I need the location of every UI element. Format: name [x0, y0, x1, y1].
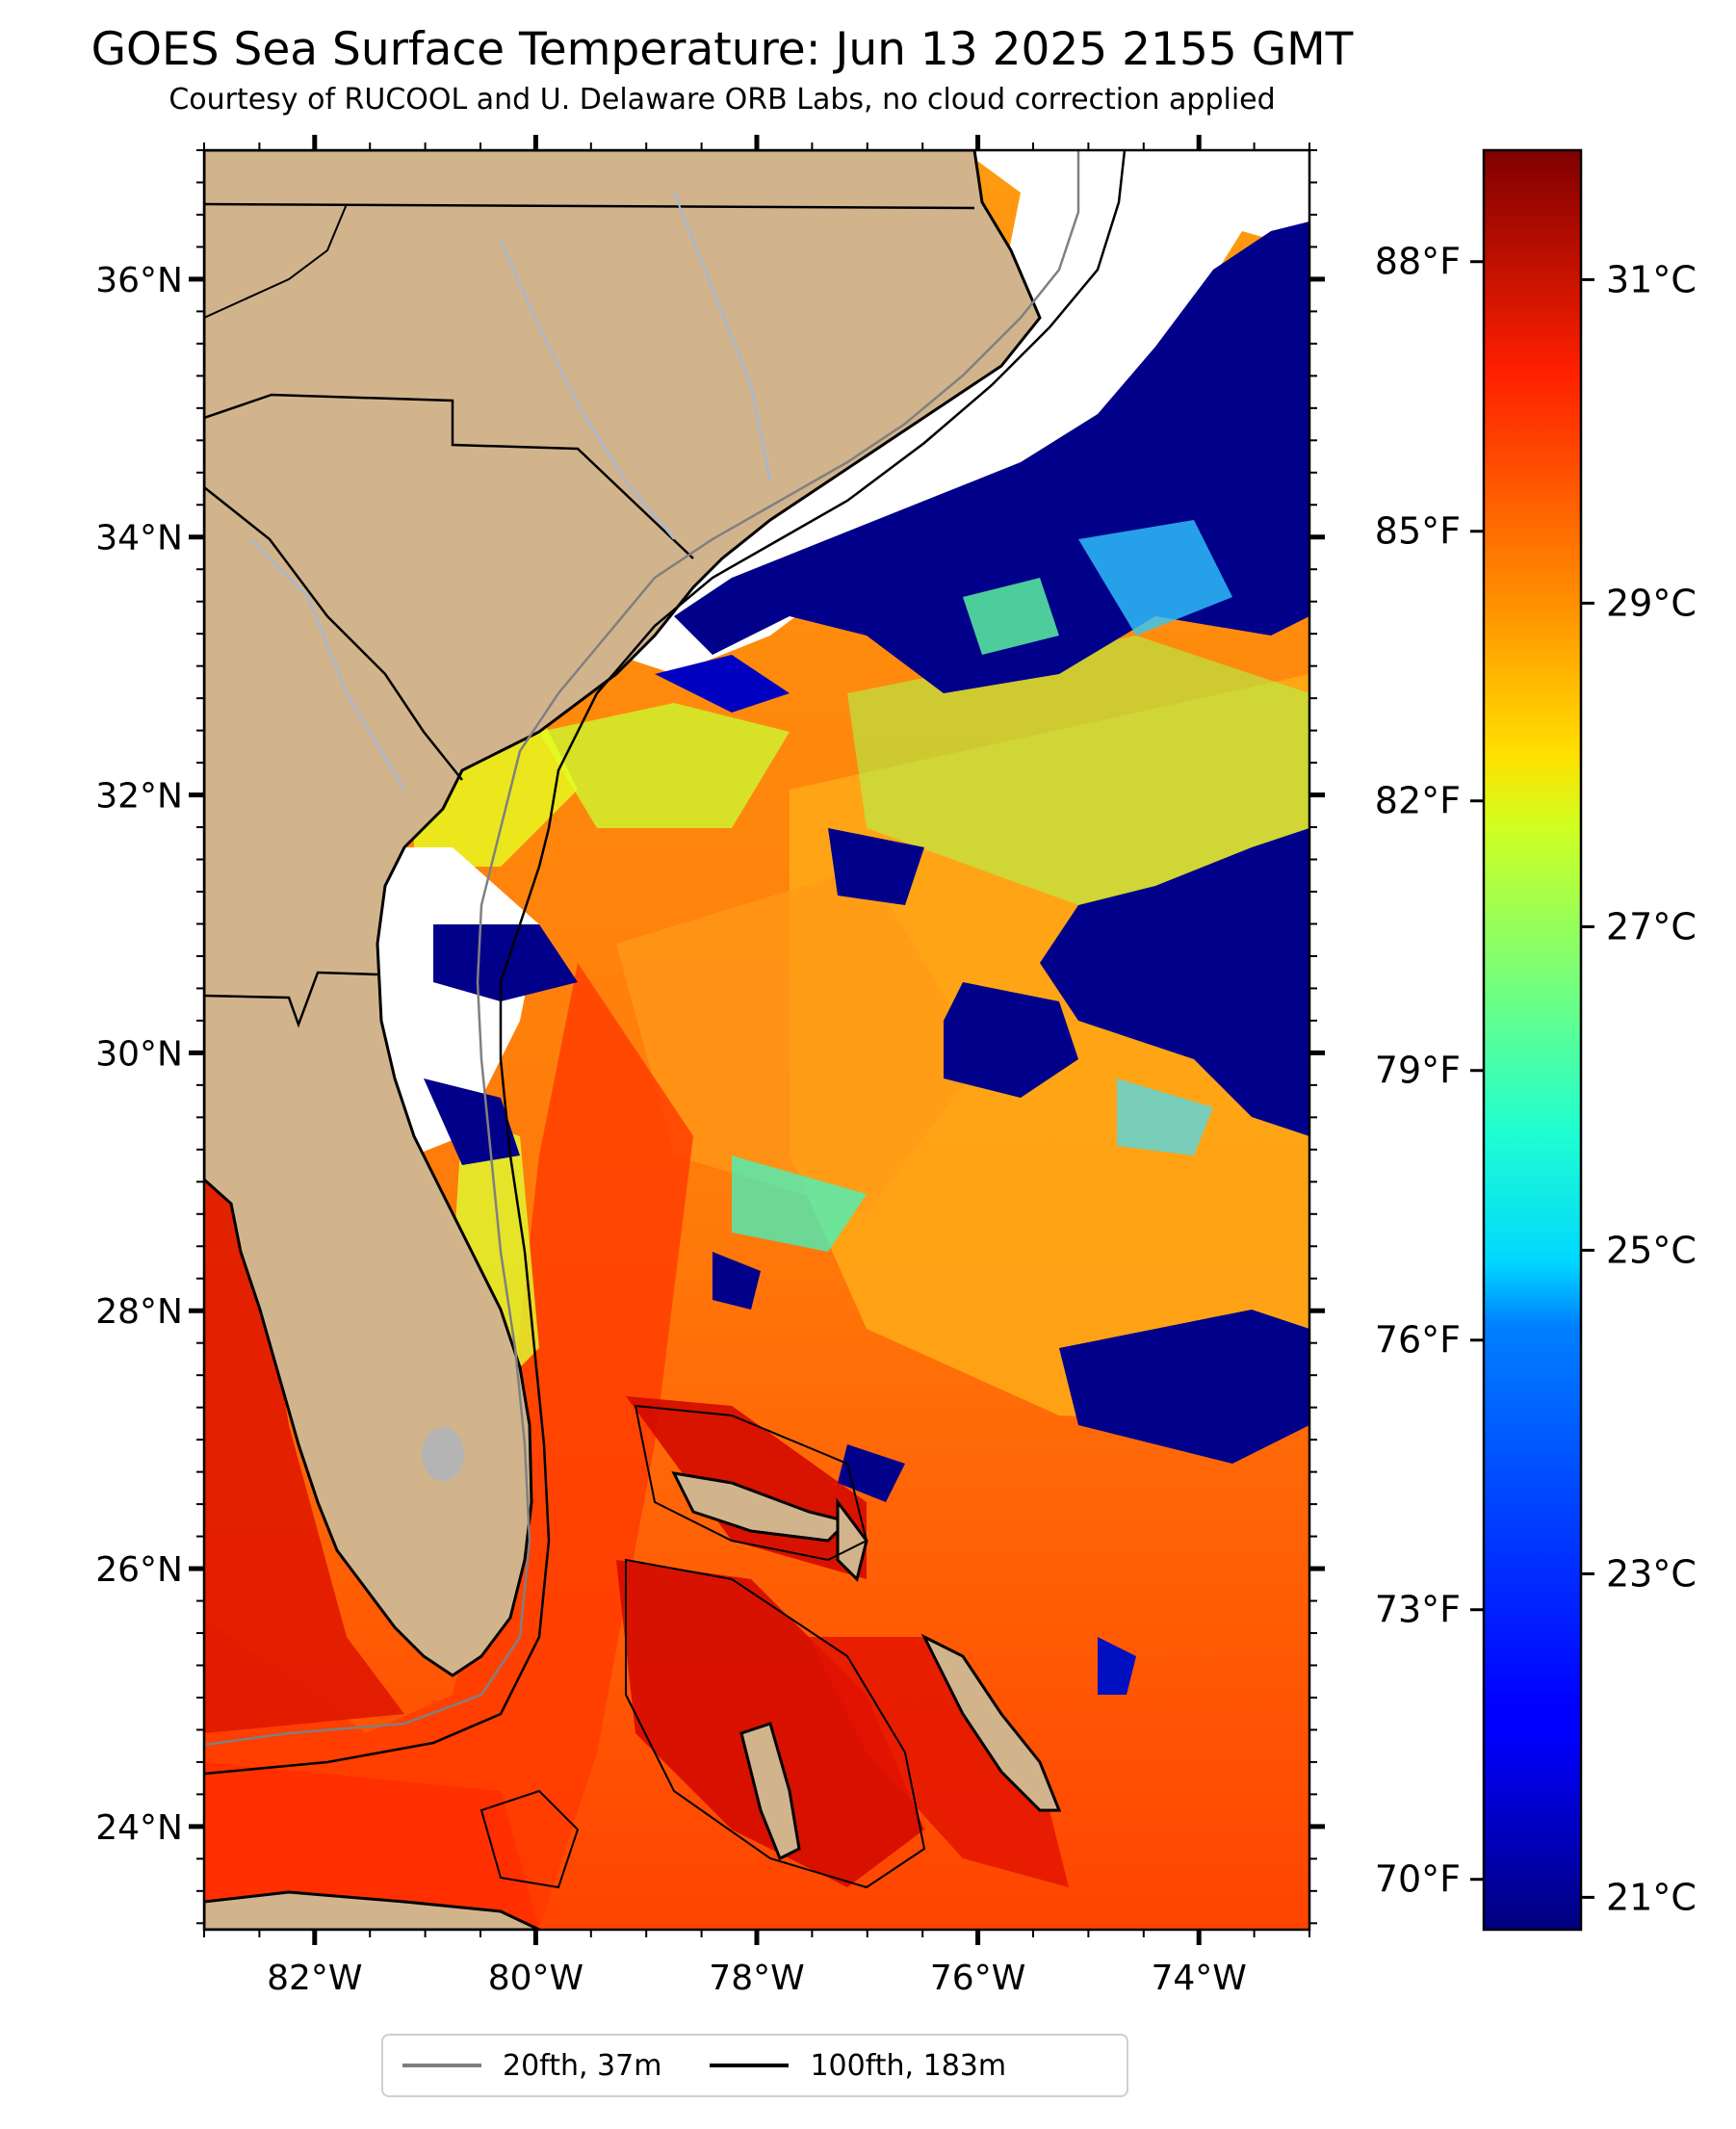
isobath-100fth — [479, 1789, 580, 1889]
legend-label-20fth: 20fth, 37m — [503, 2048, 662, 2083]
map-panel[interactable] — [204, 150, 1309, 1930]
lon-tick-label: 76°W — [930, 1959, 1025, 1998]
sst-cool-patch — [1078, 520, 1232, 636]
latitude-axis: 36°N 34°N 32°N 30°N 28°N 26°N 24°N — [95, 149, 1325, 1925]
land-eleuthera — [920, 1633, 1062, 1812]
colorbar-fahrenheit-label: 88°F — [1375, 241, 1461, 283]
state-border — [204, 393, 694, 559]
colorbar-fahrenheit-label: 79°F — [1375, 1050, 1461, 1092]
cold-cloud-region — [713, 1252, 761, 1310]
lon-tick-label: 80°W — [488, 1959, 583, 1998]
colorbar-fahrenheit-label: 82°F — [1375, 780, 1461, 822]
sst-transition-band — [539, 703, 790, 828]
river — [500, 240, 675, 540]
no-data-cloud-region — [616, 150, 1309, 674]
lat-tick-label: 30°N — [95, 1034, 183, 1074]
gulf-stream-warm-core — [204, 963, 693, 1930]
cold-cloud-region — [424, 1078, 520, 1165]
legend-line-100fth — [710, 2064, 790, 2067]
isobath-20fth — [204, 150, 1080, 1747]
land-abaco — [836, 1497, 868, 1582]
colorbar-fahrenheit-label: 73°F — [1375, 1589, 1461, 1631]
cold-cloud-region — [433, 924, 578, 1001]
map-subtitle: Courtesy of RUCOOL and U. Delaware ORB L… — [168, 83, 1276, 117]
map-title: GOES Sea Surface Temperature: Jun 13 202… — [91, 23, 1354, 76]
lake-okeechobee — [422, 1427, 464, 1481]
land-southeast-us — [204, 150, 1042, 1677]
colorbar-celsius-label: 21°C — [1606, 1876, 1697, 1918]
isobath-100fth — [634, 1404, 868, 1562]
sst-cool-patch — [732, 1155, 867, 1252]
cold-cloud-region — [838, 1444, 905, 1502]
florida-keys-hot — [204, 1762, 539, 1930]
state-border — [204, 486, 463, 781]
legend-item-20fth: 20fth, 37m — [402, 2049, 661, 2083]
lat-tick-label: 26°N — [95, 1550, 183, 1590]
colorbar-celsius-label: 29°C — [1606, 582, 1697, 624]
cold-cloud-region — [1040, 828, 1309, 1136]
isobath-100fth — [625, 1558, 926, 1889]
colorbar-celsius-label: 31°C — [1606, 258, 1697, 300]
cold-cloud-region — [655, 655, 790, 713]
sst-cool-patch — [1117, 1078, 1213, 1155]
cold-cloud-region — [1059, 1310, 1309, 1464]
isobath-100fth — [204, 150, 1127, 1776]
state-border — [204, 203, 348, 319]
cold-cloud-region — [1098, 1637, 1136, 1695]
lon-tick-label: 74°W — [1151, 1959, 1246, 1998]
legend-item-100fth: 100fth, 183m — [710, 2049, 1006, 2083]
sst-transition-band — [847, 636, 1309, 905]
colorbar-ticks: 31°C 29°C 27°C 25°C 23°C 21°C 88°F 85°F 82°F 79°F… — [1375, 241, 1697, 1919]
legend-line-20fth — [402, 2064, 481, 2067]
isobath-legend: 20fth, 37m 100fth, 183m — [381, 2034, 1128, 2097]
colorbar-celsius-label: 25°C — [1606, 1229, 1697, 1271]
cold-cloud-region — [828, 828, 924, 905]
colorbar-celsius-label: 27°C — [1606, 905, 1697, 948]
colorbar: 31°C 29°C 27°C 25°C 23°C 21°C 88°F 85°F 82°F 79°F… — [1375, 148, 1697, 1932]
lon-tick-label: 78°W — [709, 1959, 804, 1998]
state-border — [204, 202, 975, 210]
gulf-waters-hot — [204, 1175, 404, 1733]
river — [249, 538, 405, 791]
lat-tick-label: 34°N — [95, 519, 183, 558]
ocean-warm-region — [616, 867, 982, 1213]
lon-tick-label: 82°W — [267, 1959, 362, 1998]
land-cuba — [204, 1890, 540, 1930]
lat-tick-label: 24°N — [95, 1808, 183, 1848]
land-andros-island — [739, 1722, 801, 1861]
lat-tick-label: 32°N — [95, 777, 183, 817]
colorbar-fahrenheit-label: 85°F — [1375, 510, 1461, 553]
sst-cool-patch — [963, 578, 1059, 655]
colorbar-fahrenheit-label: 76°F — [1375, 1319, 1461, 1362]
longitude-axis: 82°W 80°W 78°W 76°W 74°W — [203, 135, 1310, 1998]
legend-label-100fth: 100fth, 183m — [810, 2048, 1007, 2083]
colorbar-celsius-label: 23°C — [1606, 1552, 1697, 1595]
lat-tick-label: 28°N — [95, 1292, 183, 1332]
colorbar-gradient — [1482, 148, 1583, 1932]
cold-cloud-region — [944, 982, 1078, 1098]
lat-tick-label: 36°N — [95, 261, 183, 300]
river — [673, 192, 771, 482]
state-border — [204, 971, 378, 1028]
colorbar-fahrenheit-label: 70°F — [1375, 1858, 1461, 1901]
